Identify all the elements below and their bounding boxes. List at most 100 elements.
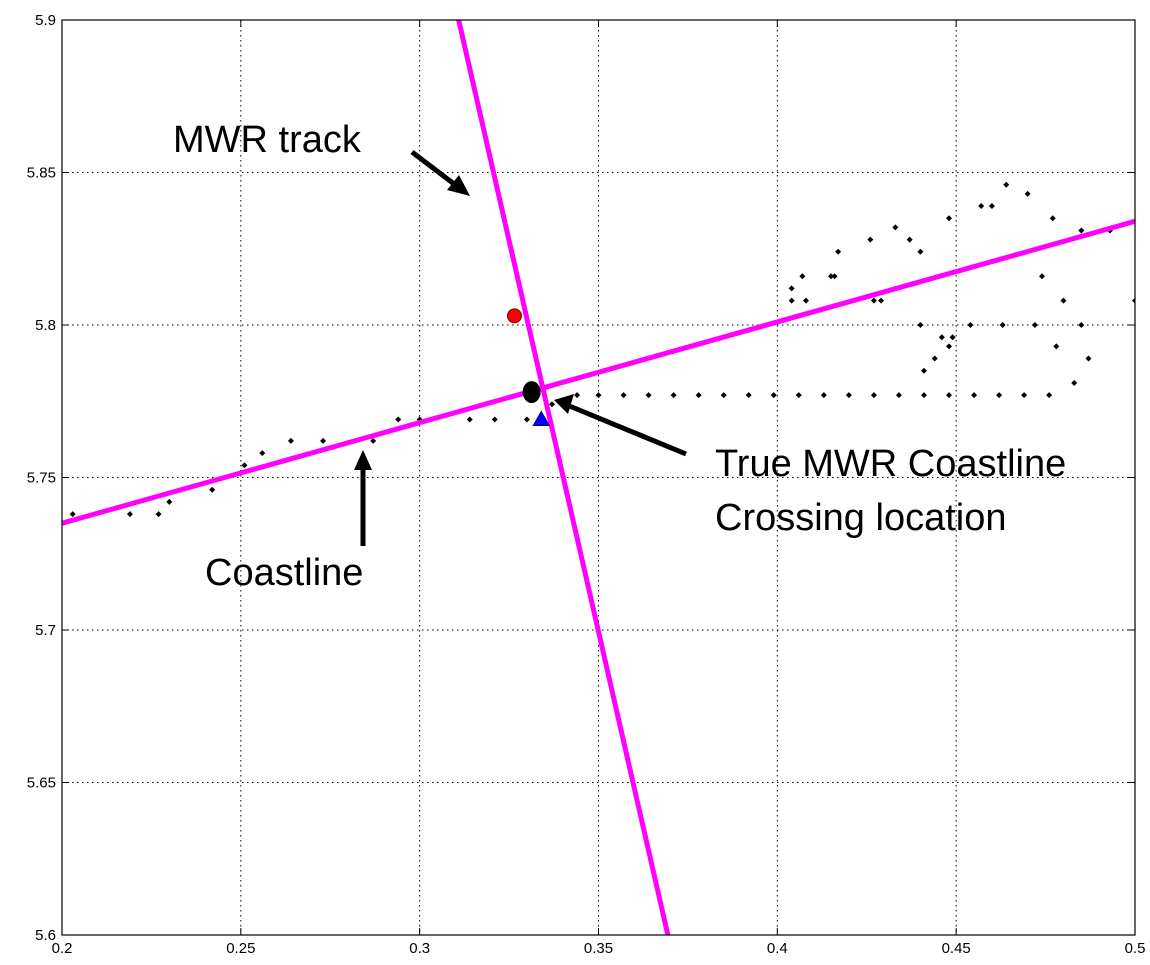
coastline-point: [1046, 392, 1053, 399]
coastline-point: [69, 511, 76, 518]
coastline-point: [1132, 297, 1135, 304]
coastline-point: [788, 297, 795, 304]
coastline-point: [574, 392, 581, 399]
annotation-crossing-line1: True MWR Coastline: [715, 443, 1066, 485]
coastline-point: [802, 297, 809, 304]
coastline-point: [795, 392, 802, 399]
coastline-point: [320, 437, 327, 444]
coastline-point: [946, 215, 953, 222]
coastline-point: [920, 367, 927, 374]
coastline-point: [831, 273, 838, 280]
coastline-point: [466, 416, 473, 423]
coastline-point: [931, 355, 938, 362]
coastline-point: [999, 322, 1006, 328]
x-tick-label: 0.35: [584, 940, 613, 957]
coastline-point: [835, 248, 842, 255]
annotation-mwr-track: MWR track: [173, 119, 362, 161]
annotations: MWR track Coastline True MWR Coastline C…: [173, 119, 1066, 594]
coastline-point: [971, 392, 978, 399]
marker-black-ellipse: [522, 381, 541, 404]
coastline-point: [827, 273, 834, 280]
coastline-point: [967, 322, 974, 328]
coastline-point: [946, 392, 953, 399]
coastline-point: [1078, 322, 1085, 328]
arrowhead-crossing: [554, 394, 574, 414]
x-tick-label: 0.2: [52, 940, 73, 957]
coastline-point: [1021, 392, 1028, 399]
y-tick-label: 5.7: [35, 622, 56, 639]
coastline-point: [1003, 181, 1010, 188]
coastline-point: [870, 392, 877, 399]
coastline-point: [595, 392, 602, 399]
coastline-point: [917, 322, 924, 328]
coastline-point: [241, 462, 248, 469]
coastline-point: [491, 416, 498, 423]
coastline-point: [949, 334, 956, 341]
coastline-point: [820, 392, 827, 399]
coastline-point: [770, 392, 777, 399]
coastline-point: [209, 486, 216, 493]
arrowhead-coastline: [354, 450, 372, 470]
marker-red-circle: [506, 308, 522, 324]
coastline-point: [906, 236, 913, 243]
coastline-point: [670, 392, 677, 399]
coastline-point: [938, 334, 945, 341]
x-tick-label: 0.4: [767, 940, 788, 957]
y-tick-label: 5.6: [35, 927, 56, 944]
ticks: [61, 19, 1136, 936]
coastline-point: [395, 416, 402, 423]
coastline-point: [892, 224, 899, 231]
coastline-point: [1031, 322, 1038, 328]
coastline-point: [1071, 379, 1078, 386]
coastline-point: [788, 285, 795, 292]
arrowhead-mwr-track: [447, 175, 470, 196]
coastline-point: [1024, 190, 1031, 197]
coastline-point: [946, 343, 953, 350]
coastline-point: [878, 297, 885, 304]
coastline-point: [799, 273, 806, 280]
series-lines: [62, 20, 1135, 935]
x-tick-label: 0.3: [409, 940, 430, 957]
coastline-point: [695, 392, 702, 399]
coastline-point: [978, 203, 985, 210]
x-tick-label: 0.45: [942, 940, 971, 957]
coastline-point: [867, 236, 874, 243]
coastline-point: [166, 498, 173, 505]
coastline-point: [523, 416, 530, 423]
coastline-point: [259, 450, 266, 457]
coastline-point: [645, 392, 652, 399]
annotation-coastline: Coastline: [205, 552, 363, 594]
coastline-point: [620, 392, 627, 399]
coastline-point: [287, 437, 294, 444]
coastline-point: [720, 392, 727, 399]
arrow-crossing: [566, 402, 687, 457]
x-tick-label: 0.25: [226, 940, 255, 957]
x-tick-label: 0.5: [1125, 940, 1146, 957]
coastline-point: [920, 392, 927, 399]
y-tick-label: 5.65: [27, 775, 56, 792]
coastline-point: [988, 203, 995, 210]
marker-blue-triangle: [532, 410, 551, 427]
y-tick-label: 5.75: [27, 470, 56, 487]
y-tick-label: 5.85: [27, 165, 56, 182]
coastline-point: [870, 297, 877, 304]
series-line-mwr-track: [456, 20, 671, 935]
coastline-point: [370, 437, 377, 444]
coastline-point: [1078, 227, 1085, 234]
coastline-point: [917, 248, 924, 255]
coastline-point: [549, 401, 556, 408]
coastline-point: [1049, 215, 1056, 222]
coastline-point: [895, 392, 902, 399]
coastline-point: [1053, 343, 1060, 350]
coastline-point: [1060, 297, 1067, 304]
coastline-point: [996, 392, 1003, 399]
coastline-point: [845, 392, 852, 399]
coastline-points: [69, 181, 1135, 518]
y-tick-label: 5.9: [35, 12, 56, 29]
coastline-point: [1085, 355, 1092, 362]
coastline-point: [126, 511, 133, 518]
coastline-point: [155, 511, 162, 518]
coastline-point: [745, 392, 752, 399]
series-line-coastline: [62, 218, 1135, 526]
